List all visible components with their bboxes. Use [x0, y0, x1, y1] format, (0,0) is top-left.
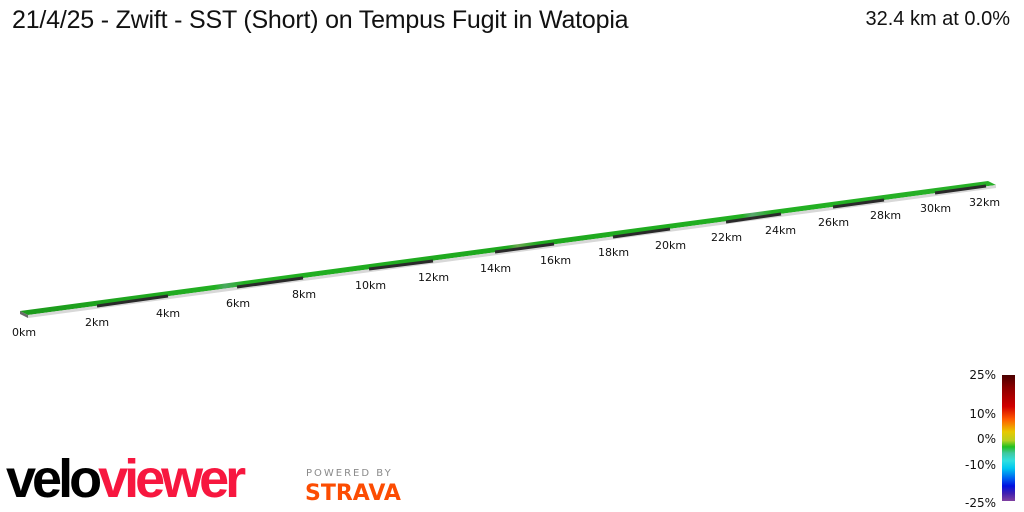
svg-text:12km: 12km	[418, 271, 449, 284]
distance-gradient-summary: 32.4 km at 0.0%	[865, 8, 1010, 30]
svg-text:26km: 26km	[818, 216, 849, 229]
gradient-color-legend: 25% 10% 0% -10% -25%	[950, 365, 1024, 512]
svg-text:24km: 24km	[765, 224, 796, 237]
legend-label-10: 10%	[969, 407, 996, 421]
profile-ribbon-top	[20, 181, 996, 315]
page-title: 21/4/25 - Zwift - SST (Short) on Tempus …	[12, 6, 629, 34]
svg-text:18km: 18km	[598, 246, 629, 259]
gradient-color-bar	[1002, 375, 1015, 501]
svg-text:4km: 4km	[156, 307, 180, 320]
strava-logo: STRAVA	[305, 481, 401, 506]
veloviewer-logo: veloviewer	[6, 449, 246, 509]
svg-text:28km: 28km	[870, 209, 901, 222]
km-bands	[96, 184, 987, 308]
svg-text:22km: 22km	[711, 231, 742, 244]
legend-label-min: -25%	[964, 496, 996, 510]
legend-label-0: 0%	[976, 432, 996, 446]
svg-text:10km: 10km	[355, 279, 386, 292]
svg-text:16km: 16km	[540, 254, 571, 267]
legend-label-neg10: -10%	[964, 458, 996, 472]
svg-text:0km: 0km	[12, 326, 36, 339]
x-axis-ticks: 0km 2km 4km 6km 8km 10km 12km 14km 16km …	[12, 196, 1000, 339]
svg-text:30km: 30km	[920, 202, 951, 215]
svg-text:2km: 2km	[85, 316, 109, 329]
svg-text:14km: 14km	[480, 262, 511, 275]
svg-text:32km: 32km	[969, 196, 1000, 209]
powered-by-label: POWERED BY	[306, 468, 393, 479]
svg-text:20km: 20km	[655, 239, 686, 252]
legend-label-max: 25%	[969, 368, 996, 382]
svg-text:8km: 8km	[292, 288, 316, 301]
svg-text:6km: 6km	[226, 297, 250, 310]
